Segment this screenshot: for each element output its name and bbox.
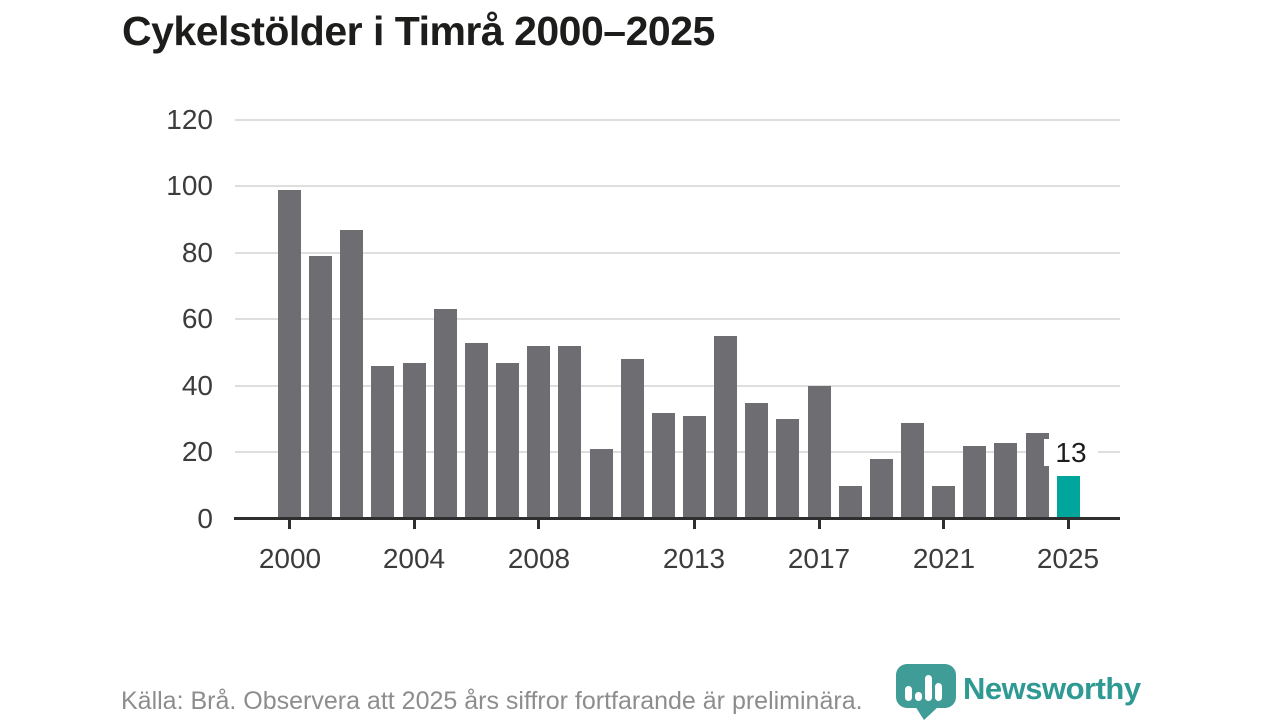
y-tick-label: 80 [181,236,213,268]
bar-2011 [621,359,644,519]
x-tick-2017 [818,520,821,529]
gridline-60 [235,318,1120,321]
bar-2023 [994,443,1017,519]
y-tick-label: 60 [181,303,213,335]
x-tick-2025 [1067,520,1070,529]
bar-2008 [527,346,550,519]
bar-2021 [932,486,955,519]
x-axis-line [234,517,1120,520]
bar-2003 [371,366,394,519]
bar-2010 [590,449,613,519]
bar-2012 [652,413,675,519]
bar-2020 [901,423,924,519]
x-tick-label: 2025 [1036,543,1100,574]
gridline-120 [235,118,1120,121]
y-tick-label: 100 [166,170,213,202]
y-tick-label: 0 [197,503,213,534]
bar-2025 [1057,476,1080,519]
bar-2018 [839,486,862,519]
y-tick-label: 40 [181,369,213,401]
bar-2001 [309,256,332,519]
bar-2024 [1026,433,1049,519]
x-tick-label: 2021 [912,543,976,574]
gridline-40 [235,384,1120,387]
bar-2009 [558,346,581,519]
gridline-100 [235,185,1120,188]
newsworthy-logo: Newsworthy [895,664,1141,720]
bar-2016 [776,419,799,519]
bar-2004 [403,363,426,519]
y-tick-label: 120 [166,103,213,135]
y-tick-label: 20 [181,436,213,468]
bar-2002 [340,230,363,519]
x-tick-2021 [942,520,945,529]
source-note: Källa: Brå. Observera att 2025 års siffr… [121,687,863,715]
gridline-20 [235,451,1120,454]
x-tick-2013 [693,520,696,529]
bar-2006 [465,343,488,519]
x-tick-2000 [288,520,291,529]
bar-2017 [808,386,831,519]
bar-2019 [870,459,893,519]
bar-2022 [963,446,986,519]
bar-2007 [496,363,519,519]
x-tick-label: 2004 [382,543,446,574]
bar-2014 [714,336,737,519]
value-label-2025: 13 [1044,439,1098,467]
newsworthy-logo-icon [896,664,956,720]
x-tick-label: 2013 [662,543,726,574]
x-tick-label: 2017 [787,543,851,574]
bar-2005 [434,309,457,519]
x-tick-label: 2008 [507,543,571,574]
x-tick-label: 2000 [258,543,322,574]
chart-title: Cykelstölder i Timrå 2000–2025 [122,8,715,54]
bar-2000 [278,190,301,519]
newsworthy-logo-text: Newsworthy [963,671,1141,706]
x-tick-2008 [537,520,540,529]
bar-2013 [683,416,706,519]
bar-2015 [745,403,768,519]
gridline-80 [235,251,1120,254]
x-tick-2004 [413,520,416,529]
